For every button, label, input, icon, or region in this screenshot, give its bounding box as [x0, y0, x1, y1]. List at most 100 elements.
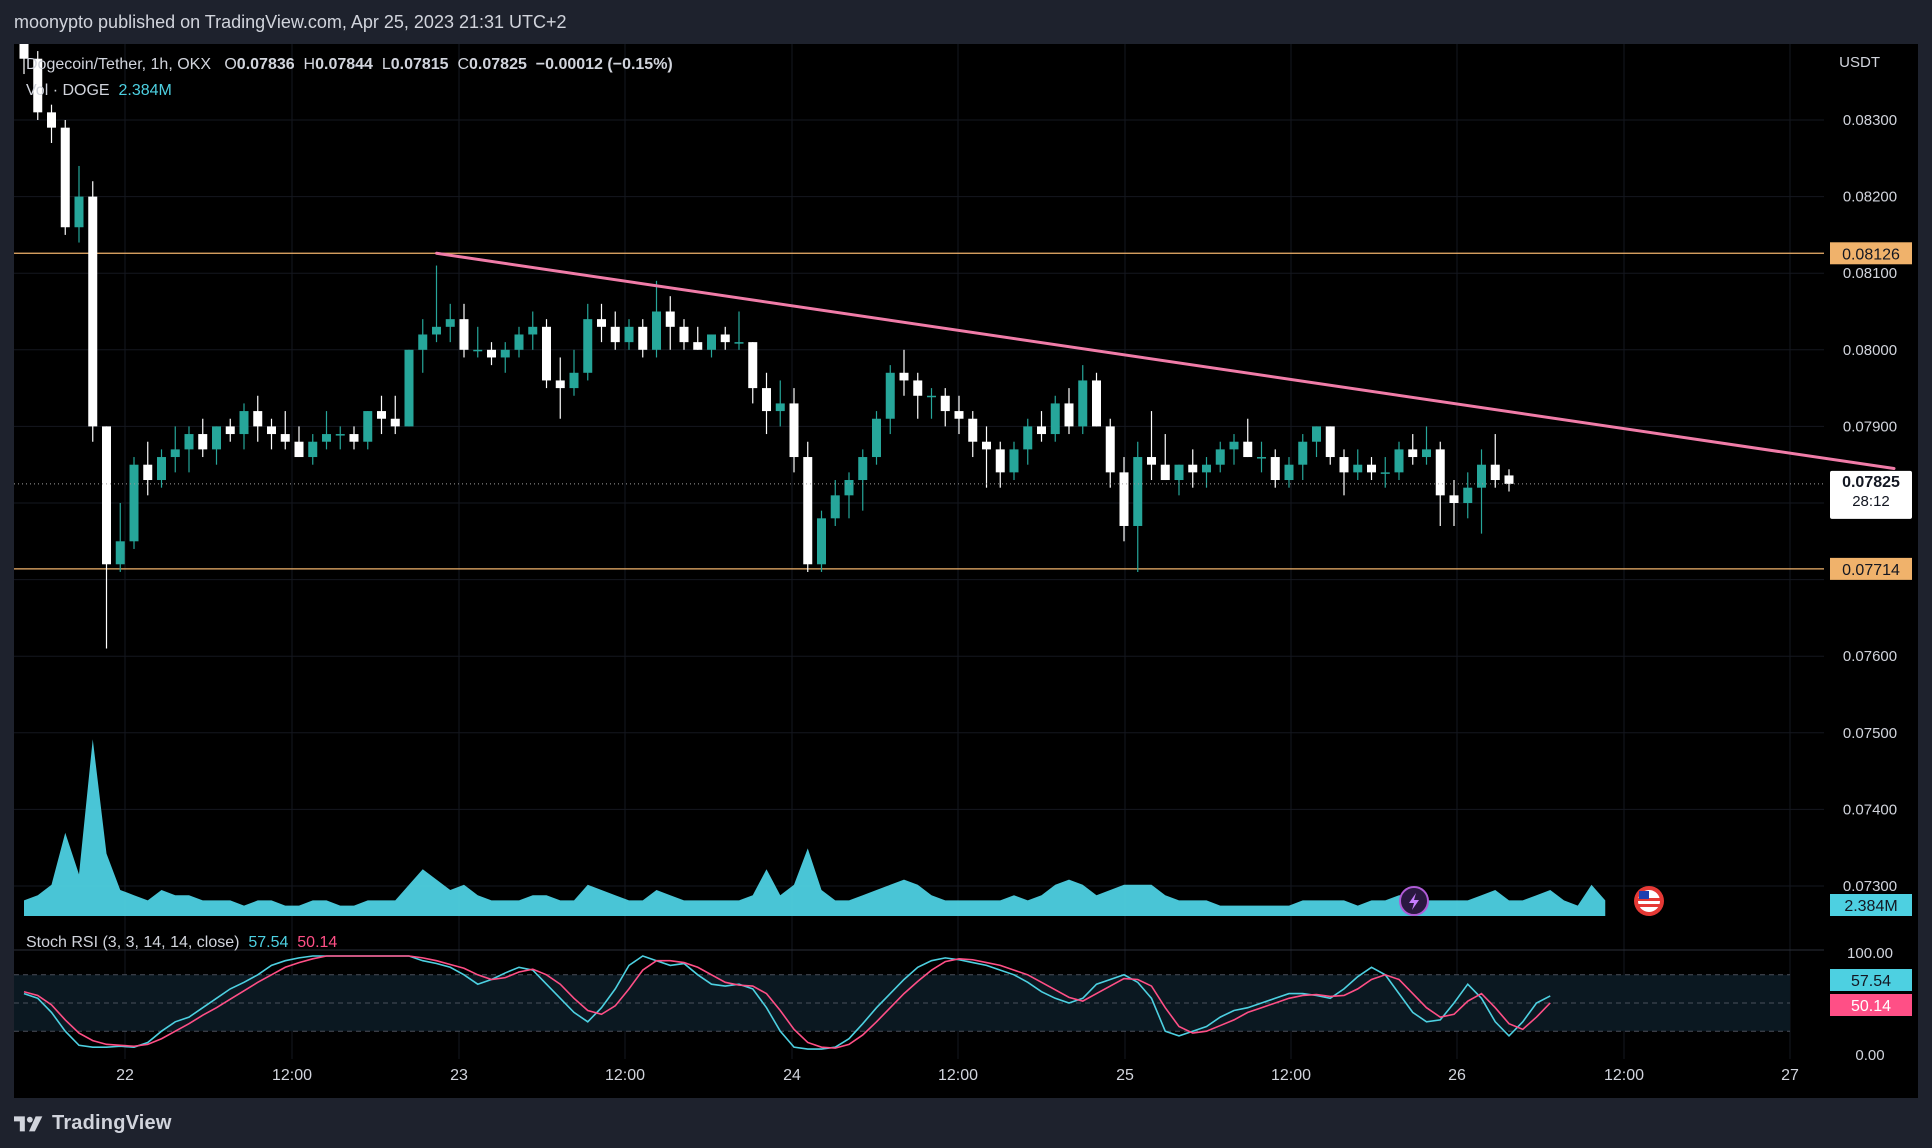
candle — [1284, 457, 1294, 488]
candle-body — [1243, 441, 1253, 458]
time-tick: 27 — [1781, 1067, 1799, 1084]
candle-body — [954, 411, 964, 419]
candle-body — [734, 342, 744, 344]
candle-body — [1380, 472, 1390, 474]
candle — [418, 319, 428, 373]
candle-body — [1408, 449, 1418, 458]
price-tick: 0.07900 — [1843, 418, 1897, 435]
candle — [1477, 449, 1486, 534]
candle — [225, 418, 235, 442]
candle — [335, 426, 345, 450]
high-value: 0.07844 — [315, 56, 373, 73]
price-tick: 0.07500 — [1843, 725, 1897, 742]
candle-body — [377, 411, 386, 419]
stoch-label[interactable]: Stoch RSI (3, 3, 14, 14, close) — [26, 934, 240, 951]
stoch-band — [14, 974, 1790, 1032]
candle — [239, 403, 249, 450]
candle — [1050, 395, 1060, 442]
candle-body — [1064, 403, 1074, 427]
candle-body — [473, 349, 483, 352]
volume-row: Vol · DOGE 2.384M — [26, 78, 673, 104]
candle-body — [404, 349, 414, 427]
candle — [830, 480, 840, 526]
candle-body — [280, 434, 290, 442]
candle — [377, 395, 386, 435]
time-axis[interactable]: 22 12:00 23 12:00 24 12:00 25 12:00 26 12:00 27 — [116, 1067, 1799, 1084]
candle — [624, 319, 634, 350]
price-axis[interactable]: USDT 0.08300 0.08200 0.08100 0.08000 0.07900… — [1830, 54, 1912, 916]
candle — [487, 342, 496, 366]
candle — [1367, 457, 1376, 481]
publish-info: moonypto published on TradingView.com, A… — [14, 12, 567, 32]
candle-body — [1504, 475, 1514, 484]
candle-body — [1092, 380, 1101, 427]
candle-body — [693, 342, 703, 350]
ohlc-row: Dogecoin/Tether, 1h, OKX O0.07836 H0.078… — [26, 52, 673, 78]
candle-body — [1490, 464, 1500, 481]
candle-body — [720, 334, 730, 343]
candle — [1325, 426, 1335, 465]
candle-body — [555, 380, 565, 389]
candle-body — [803, 457, 813, 565]
change-value: −0.00012 (−0.15%) — [535, 56, 673, 73]
low-label: L — [381, 56, 391, 73]
candle — [1380, 457, 1390, 488]
candle — [1339, 449, 1349, 496]
candle-body — [1119, 472, 1129, 526]
candle-body — [1160, 464, 1170, 481]
candle-body — [267, 426, 276, 435]
candle-body — [844, 480, 854, 496]
candle — [294, 426, 304, 458]
trendline[interactable] — [435, 251, 1896, 471]
price-tick: 0.07300 — [1843, 878, 1897, 895]
candle-body — [432, 326, 441, 335]
candle — [88, 181, 98, 442]
symbol-title[interactable]: Dogecoin/Tether, 1h, OKX — [26, 56, 211, 73]
candle — [1422, 426, 1431, 465]
candle-body — [129, 464, 139, 542]
horizontal-levels[interactable] — [14, 252, 1824, 570]
candle — [157, 449, 166, 488]
candle — [927, 388, 936, 419]
candle-body — [1270, 457, 1280, 481]
candle — [1078, 365, 1088, 435]
lightning-icon[interactable] — [1399, 886, 1429, 916]
candle-body — [170, 449, 180, 458]
candle-body — [212, 426, 221, 450]
candle-body — [1188, 464, 1198, 473]
candle-body — [1078, 380, 1088, 427]
candles — [19, 28, 1514, 649]
candle — [115, 503, 125, 572]
candle-body — [1298, 441, 1308, 465]
us-flag-icon[interactable] — [1634, 886, 1664, 916]
candle — [74, 165, 84, 243]
candle — [1353, 449, 1363, 481]
candle — [143, 441, 153, 496]
candle-body — [115, 541, 125, 565]
price-chart[interactable]: USDT 0.08300 0.08200 0.08100 0.08000 0.07900… — [14, 28, 1918, 1098]
candle — [1229, 434, 1239, 465]
candle-body — [762, 388, 771, 412]
stoch-axis[interactable]: 100.00 0.00 57.54 50.14 — [1830, 945, 1912, 1064]
candle — [1408, 434, 1418, 465]
close-label: C — [457, 56, 470, 73]
candle-body — [789, 403, 799, 458]
candle — [775, 380, 785, 427]
candle — [1160, 434, 1170, 481]
candle-body — [157, 457, 166, 481]
candle-body — [1023, 426, 1033, 450]
chart-background — [14, 44, 1918, 1098]
volume-series — [24, 739, 1606, 916]
candle — [1009, 441, 1019, 481]
chart-frame[interactable]: USDT 0.08300 0.08200 0.08100 0.08000 0.07900… — [14, 28, 1918, 1098]
volume-label[interactable]: Vol · DOGE — [26, 82, 110, 99]
stoch-legend: Stoch RSI (3, 3, 14, 14, close) 57.54 50… — [26, 934, 337, 952]
candle-body — [1477, 464, 1486, 488]
time-tick: 26 — [1448, 1067, 1466, 1084]
candle — [1463, 472, 1473, 519]
stoch-d-badge-label: 50.14 — [1851, 998, 1891, 1015]
candle — [1243, 418, 1253, 458]
candle — [1023, 418, 1033, 465]
candle-body — [418, 334, 428, 350]
footer-brand: TradingView — [52, 1111, 172, 1134]
